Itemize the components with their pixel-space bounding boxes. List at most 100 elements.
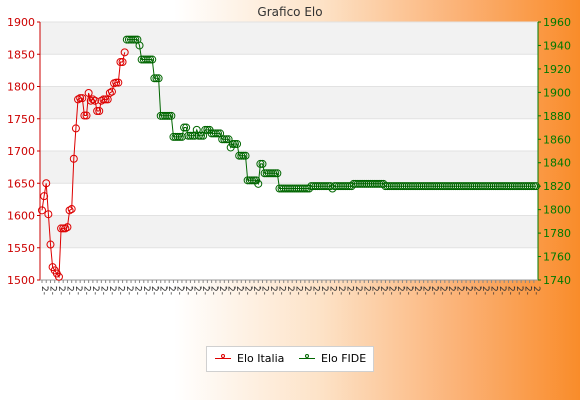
elo-fide-point [502, 182, 511, 191]
elo-fide-point [406, 182, 415, 191]
elo-fide-point [402, 182, 411, 191]
x-tick-label: 2- [404, 286, 414, 295]
elo-italia-point [120, 48, 129, 57]
legend-marker-fide [305, 354, 309, 358]
elo-fide-point [258, 159, 267, 168]
elo-fide-point [241, 151, 250, 160]
legend-marker-italia [221, 354, 225, 358]
x-tick-label: - [221, 286, 231, 289]
elo-italia-point [59, 224, 68, 233]
elo-fide-point [235, 151, 244, 160]
elo-fide-point [158, 111, 167, 120]
elo-italia-point [67, 205, 76, 214]
elo-fide-point [481, 182, 490, 191]
x-tick-label: 2- [353, 286, 363, 295]
right-tick-label: 1800 [543, 204, 571, 217]
x-tick-label: - [103, 286, 113, 289]
elo-fide-point [271, 169, 280, 178]
x-tick-label: 2- [344, 286, 354, 295]
x-tick-label: - [484, 286, 494, 289]
elo-fide-point [436, 182, 445, 191]
elo-fide-point [440, 182, 449, 191]
x-tick-label: 2- [276, 286, 286, 295]
x-tick-label: 2- [293, 286, 303, 295]
elo-fide-point [216, 129, 225, 138]
x-tick-label: 2- [268, 286, 278, 295]
x-tick-label: 2- [47, 286, 57, 295]
x-tick-label: 2- [98, 286, 108, 295]
elo-fide-point [211, 129, 220, 138]
x-tick-label: 2- [480, 286, 490, 295]
elo-italia-point [107, 87, 116, 96]
elo-italia-point [71, 124, 80, 133]
elo-fide-point [425, 182, 434, 191]
x-tick-label: 2- [234, 286, 244, 295]
x-tick-label: - [332, 286, 342, 289]
x-tick-label: - [416, 286, 426, 289]
x-tick-label: - [399, 286, 409, 289]
elo-fide-point [180, 123, 189, 132]
x-tick-label: - [476, 286, 486, 289]
elo-fide-point [171, 132, 180, 141]
elo-fide-point [122, 35, 131, 44]
x-tick-label: 2- [319, 286, 329, 295]
elo-fide-point [275, 184, 284, 193]
right-tick-label: 1900 [543, 86, 571, 99]
elo-fide-point [417, 182, 426, 191]
x-tick-label: - [382, 286, 392, 289]
elo-italia-point [38, 206, 46, 215]
elo-fide-point [510, 182, 519, 191]
elo-fide-point [515, 182, 524, 191]
elo-fide-point [532, 182, 540, 191]
elo-fide-point [485, 182, 494, 191]
x-tick-label: 2- [429, 286, 439, 295]
x-tick-label: - [60, 286, 70, 289]
elo-fide-point [449, 182, 458, 191]
x-tick-label: - [213, 286, 223, 289]
x-tick-label: - [170, 286, 180, 289]
x-tick-label: 2- [175, 286, 185, 295]
elo-fide-point [462, 182, 471, 191]
elo-fide-point [413, 182, 422, 191]
x-tick-label: - [442, 286, 452, 289]
elo-fide-point [182, 123, 191, 132]
axes: 1500 1550 1600 1650 1700 1750 1800 1850 1900 1740… [7, 16, 571, 287]
elo-fide-point [324, 182, 333, 191]
x-tick-label: - [467, 286, 477, 289]
elo-italia-point [93, 107, 102, 116]
elo-fide-point [428, 182, 437, 191]
elo-italia-point [76, 94, 85, 103]
x-tick-label: - [518, 286, 528, 289]
elo-fide-point [421, 182, 430, 191]
left-tick-label: 1750 [7, 113, 35, 126]
legend-label-italia: Elo Italia [237, 352, 285, 365]
elo-fide-point [445, 182, 454, 191]
elo-fide-point [190, 131, 199, 140]
right-tick-label: 1740 [543, 274, 571, 287]
elo-fide-point [392, 182, 401, 191]
elo-italia-point [61, 224, 70, 233]
elo-fide-point [468, 182, 477, 191]
x-tick-label: 2- [56, 286, 66, 295]
elo-fide-point [135, 41, 144, 50]
x-tick-label: - [349, 286, 359, 289]
elo-fide-point [339, 182, 348, 191]
right-tick-label: 1940 [543, 39, 571, 52]
elo-fide-point [491, 182, 500, 191]
x-tick-label: - [459, 286, 469, 289]
elo-fide-point [186, 131, 195, 140]
elo-italia-point [69, 154, 78, 163]
x-tick-label: 2- [243, 286, 253, 295]
elo-fide-point [326, 182, 335, 191]
elo-italia-point [78, 94, 87, 103]
x-tick-label: - [374, 286, 384, 289]
elo-fide-point [512, 182, 521, 191]
elo-fide-point [309, 182, 318, 191]
elo-italia-point [99, 95, 108, 104]
elo-fide-point [351, 179, 360, 188]
x-tick-label: 2- [124, 286, 134, 295]
elo-fide-point [256, 159, 265, 168]
left-tick-label: 1500 [7, 274, 35, 287]
left-tick-label: 1550 [7, 242, 35, 255]
